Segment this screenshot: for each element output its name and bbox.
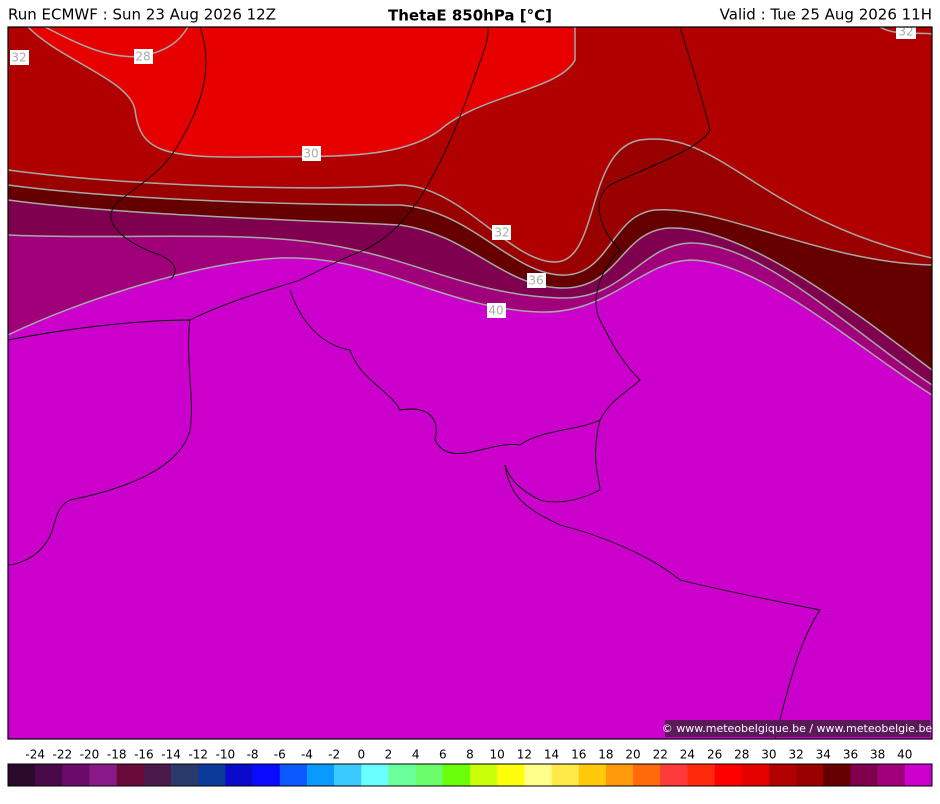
colorbar-tick-label: 14 [544, 748, 559, 762]
colorbar-tick-label: 20 [625, 748, 640, 762]
colorbar-swatch [306, 764, 335, 786]
colorbar-tick-label: -20 [80, 748, 100, 762]
colorbar-tick-label: -16 [134, 748, 154, 762]
colorbar-swatch [143, 764, 172, 786]
colorbar-swatch [904, 764, 933, 786]
colorbar-swatch [198, 764, 226, 786]
colorbar-swatch [225, 764, 253, 786]
colorbar-tick-label: 12 [517, 748, 532, 762]
contour-38 [8, 234, 932, 386]
colorbar-tick-label: -18 [107, 748, 127, 762]
colorbar-tick-label: 34 [816, 748, 831, 762]
valid-info: Valid : Tue 25 Aug 2026 11H [720, 6, 932, 24]
colorbar-tick-label: -12 [188, 748, 208, 762]
temperature-region [8, 257, 932, 739]
colorbar-tick-label: 24 [680, 748, 695, 762]
colorbar-swatch [334, 764, 362, 786]
map-title: ThetaE 850hPa [°C] [388, 7, 552, 25]
colorbar-swatch [768, 764, 797, 786]
colorbar-tick-label: 22 [653, 748, 668, 762]
colorbar-swatch [605, 764, 634, 786]
credit: © www.meteobelgique.be / www.meteobelgie… [662, 722, 933, 735]
colorbar-tick-label: -6 [274, 748, 286, 762]
colorbar-tick-label: 16 [571, 748, 586, 762]
colorbar-tick-label: 30 [761, 748, 776, 762]
colorbar-swatch [823, 764, 851, 786]
contour-label: 28 [135, 50, 150, 64]
colorbar-swatch [578, 764, 607, 786]
colorbar-tick-label: 38 [870, 748, 885, 762]
contour-40 [8, 257, 932, 396]
contour-label: 40 [488, 304, 503, 318]
colorbar-tick-label: -4 [301, 748, 313, 762]
contour-label: 32 [898, 25, 913, 39]
contour-30 [27, 27, 576, 158]
colorbar-swatch [8, 764, 36, 786]
colorbar-swatch [741, 764, 770, 786]
colorbar-tick-label: 6 [439, 748, 447, 762]
colorbar-swatch [171, 764, 199, 786]
contour-label: 36 [528, 274, 543, 288]
contour-36 [8, 199, 932, 371]
colorbar-tick-label: 0 [357, 748, 365, 762]
colorbar-tick-label: 32 [788, 748, 803, 762]
temperature-region [28, 27, 575, 158]
colorbar-swatch [551, 764, 580, 786]
contour-32 [8, 138, 932, 263]
credit-box [665, 720, 930, 737]
colorbar-tick-label: -8 [247, 748, 259, 762]
colorbar-swatch [877, 764, 906, 786]
colorbar-tick-label: 8 [466, 748, 474, 762]
colorbar-swatch [35, 764, 63, 786]
regions [8, 27, 932, 739]
colorbar-swatch [361, 764, 389, 786]
colorbar-tick-label: 18 [598, 748, 613, 762]
colorbar-swatch [62, 764, 90, 786]
colorbar-tick-label: 40 [897, 748, 912, 762]
run-info: Run ECMWF : Sun 23 Aug 2026 12Z [8, 6, 276, 24]
colorbar-swatch [415, 764, 444, 786]
colorbar-swatch [633, 764, 661, 786]
colorbar: -24 -22 -20 -18 -16 -14 -12 -10 -8 -6 -4 -2 0 2 4 6 8 10 1… [7, 748, 933, 787]
colorbar-tick-label: -24 [25, 748, 45, 762]
colorbar-frame [7, 763, 933, 787]
map-area: 32 28 30 32 36 40 32 [8, 25, 932, 739]
map-frame [7, 26, 933, 740]
colorbar-swatch [252, 764, 281, 786]
colorbar-swatch [388, 764, 416, 786]
colorbar-swatch [116, 764, 145, 786]
contour-label: 32 [11, 51, 26, 65]
colorbar-swatch [687, 764, 715, 786]
coastlines-borders [8, 27, 821, 739]
colorbar-swatch [660, 764, 688, 786]
colorbar-tick-label: 10 [490, 748, 505, 762]
colorbar-swatch [442, 764, 471, 786]
contours [8, 27, 932, 396]
colorbar-tick-label: -22 [53, 748, 73, 762]
colorbar-tick-label: -10 [216, 748, 236, 762]
colorbar-tick-label: -14 [161, 748, 181, 762]
colorbar-swatch [524, 764, 552, 786]
colorbar-swatch [796, 764, 824, 786]
colorbar-swatch [279, 764, 308, 786]
colorbar-tick-label: -2 [328, 748, 340, 762]
colorbar-swatch [497, 764, 525, 786]
colorbar-swatch [714, 764, 743, 786]
colorbar-tick-label: 28 [734, 748, 749, 762]
colorbar-tick-label: 36 [843, 748, 858, 762]
colorbar-swatch [89, 764, 118, 786]
colorbar-tick-label: 4 [412, 748, 420, 762]
contour-34 [8, 184, 932, 276]
contour-label: 30 [303, 147, 318, 161]
contour-labels: 32 28 30 32 36 40 32 [10, 25, 916, 318]
colorbar-swatch [850, 764, 878, 786]
contour-label: 32 [494, 226, 509, 240]
colorbar-tick-label: 2 [385, 748, 393, 762]
colorbar-swatch [470, 764, 498, 786]
colorbar-tick-label: 26 [707, 748, 722, 762]
